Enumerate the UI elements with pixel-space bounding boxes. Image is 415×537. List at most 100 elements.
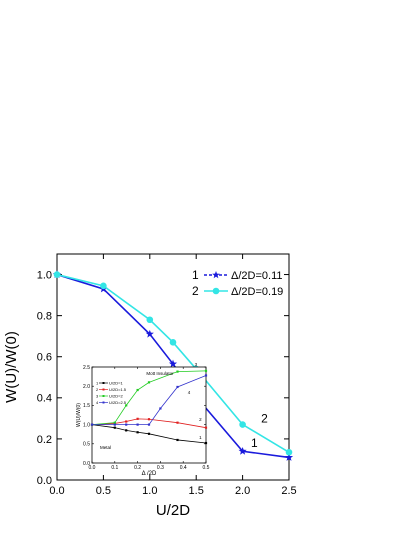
curve-number-2: 2 [261,411,268,425]
legend-number-1: 1 [192,268,199,282]
inset-y-axis-label: W(U)/W(0) [76,403,82,427]
inset-legend-marker-1 [102,382,105,384]
inset-x-tick-label: 0.0 [89,465,96,471]
main-y-tick-label: 0.2 [37,434,52,446]
inset-legend-number-1: 1 [96,381,99,386]
inset-curve-number-1: 1 [199,435,202,440]
inset-y-tick-label: 0.0 [83,461,90,467]
inset-point-series-4 [176,385,179,389]
main-plot-frame [56,253,290,481]
inset-legend-marker-4 [102,401,105,404]
main-x-tick-label: 1.0 [142,485,157,497]
inset-point-series-4 [136,423,139,426]
inset-point-series-1 [204,441,208,445]
inset-x-tick-label: 0.2 [134,465,141,471]
inset-y-tick-label: 2.0 [83,384,90,390]
inset-x-tick-label: 0.1 [111,465,118,471]
main-y-tick-label: 0.0 [37,475,52,487]
inset-point-series-3 [113,421,116,424]
inset-x-axis-label: Δ /2D [142,471,157,477]
inset-legend-marker-3 [102,395,105,397]
main-point-series-1 [168,359,178,368]
inset-point-series-3 [147,381,151,384]
inset-point-series-1 [147,432,151,435]
main-x-tick-label: 2.0 [235,485,250,497]
inset-point-series-1 [176,438,179,442]
inset-curve-number-2: 2 [199,417,202,422]
main-y-tick-label: 0.4 [37,393,52,405]
legend-label-2: Δ/2D=0.19 [231,286,283,298]
inset-point-series-4 [113,423,116,426]
main-point-series-1 [238,446,247,455]
main-y-axis-label: W(U)/W(0) [3,331,20,403]
inset-legend-label-2: U/2D=1.5 [109,387,127,392]
inset-point-series-2 [147,418,151,421]
inset-legend-label-3: U/2D=2 [109,394,123,399]
legend-number-2: 2 [192,284,199,298]
inset-point-series-3 [125,404,128,407]
main-chart: 0.0 0.5 1.0 1.5 2.0 2.5 0.0 0.2 0.4 0.6 0.8 1.0 U/2… [3,253,297,519]
inset-legend-number-3: 3 [96,394,99,399]
main-point-series-1 [145,329,154,338]
main-point-series-2 [285,448,293,456]
inset-y-tick-label: 1.0 [83,422,90,428]
main-x-tick-label: 0.0 [49,485,64,497]
inset-curve-number-3: 3 [195,362,198,367]
main-curve-numbers: 12 [251,411,268,450]
main-series [52,270,294,461]
inset-point-series-4 [147,423,151,426]
main-legend: 1 Δ/2D=0.11 2 Δ/2D=0.19 [192,268,283,298]
inset-annotation-mott-insulator: Mott Insulator [146,371,174,376]
inset-point-series-4 [125,423,128,426]
main-x-tick-label: 2.5 [281,485,296,497]
inset-point-series-1 [136,431,139,434]
main-x-tick-label: 0.5 [96,485,111,497]
main-point-series-2 [146,316,154,324]
inset-plot-frame [91,366,207,464]
main-y-tick-label: 0.6 [37,352,52,364]
legend-marker-1 [212,271,220,279]
inset-point-series-3 [204,369,208,372]
inset-annotation-metal: Metal [100,445,111,450]
main-y-tick-label: 0.8 [37,310,52,322]
inset-series [90,369,208,445]
inset-point-series-3 [136,388,139,392]
inset-y-tick-label: 0.5 [83,442,90,448]
inset-point-series-2 [176,421,179,424]
inset-legend-marker-2 [102,388,105,391]
main-point-series-2 [239,421,246,428]
inset-point-series-4 [204,374,208,377]
main-y-tick-label: 1.0 [37,269,52,281]
inset-point-series-3 [176,370,179,373]
main-ticks: 0.0 0.5 1.0 1.5 2.0 2.5 0.0 0.2 0.4 0.6 0.8 1.0 [37,254,297,497]
inset-point-series-2 [136,417,139,420]
inset-x-tick-label: 0.4 [180,465,187,471]
inset-point-series-4 [159,407,162,410]
main-point-series-2 [169,339,177,346]
inset-point-series-4 [90,423,94,426]
inset-point-series-1 [125,429,128,432]
main-point-series-2 [53,271,61,278]
inset-legend: 1 U/2D=1 2 U/2D=1.5 3 U/2D=2 4 U/2D=2.5 [96,381,127,406]
inset-point-series-1 [113,426,116,429]
inset-point-series-2 [204,426,208,429]
inset-point-series-2 [125,420,128,423]
main-x-axis-label: U/2D [156,502,190,519]
inset-y-tick-label: 2.5 [83,365,90,371]
inset-x-tick-label: 0.5 [203,465,210,471]
inset-curve-number-4: 4 [188,390,191,395]
legend-label-1: Δ/2D=0.11 [231,270,282,282]
inset-ticks: 0.0 0.1 0.2 0.3 0.4 0.5 0.0 0.5 1.0 1.5 2.0 2.5 [83,365,210,471]
curve-number-1: 1 [251,436,258,450]
inset-x-tick-label: 0.3 [157,465,164,471]
inset-legend-label-1: U/2D=1 [109,381,123,386]
legend-marker-2 [212,287,220,295]
inset-series-line-4 [92,375,207,426]
main-point-series-2 [100,282,107,290]
main-point-series-1 [284,453,294,461]
main-x-tick-label: 1.5 [189,485,204,497]
inset-curve-numbers: 1 2 3 4 [188,362,202,440]
inset-legend-number-4: 4 [96,400,99,405]
inset-y-tick-label: 1.5 [83,403,90,409]
